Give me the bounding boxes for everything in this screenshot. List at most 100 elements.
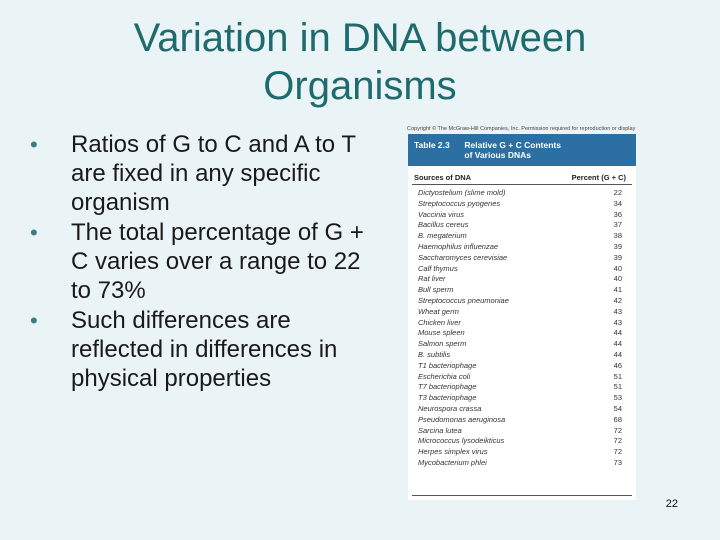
row-source: Chicken liver	[418, 317, 461, 327]
row-percent: 68	[613, 414, 622, 424]
row-source: Haemophilus influenzae	[418, 241, 499, 251]
slide-title-line-1: Variation in DNA between	[133, 16, 587, 60]
row-percent: 43	[613, 306, 622, 316]
row-percent: 39	[613, 252, 622, 262]
bullet-dot-icon: •	[30, 220, 38, 245]
row-source: Pseudomonas aeruginosa	[418, 414, 506, 424]
row-percent: 34	[613, 198, 622, 208]
table-row: B. megaterium 38	[418, 231, 626, 242]
row-source: T1 bacteriophage	[418, 360, 477, 370]
row-percent: 54	[613, 403, 622, 413]
row-source: B. subtilis	[418, 349, 451, 359]
row-percent: 72	[613, 425, 622, 435]
row-source: Dictyostelium (slime mold)	[418, 188, 506, 197]
table-row: Bacillus cereus 37	[418, 220, 626, 231]
bullet-item: • The total percentage of G + C varies o…	[26, 218, 366, 305]
row-percent: 73	[613, 457, 622, 467]
bullet-dot-icon: •	[30, 132, 38, 157]
table-row: Bull sperm 41	[418, 285, 626, 296]
table-row: Sarcina lutea 72	[418, 426, 626, 437]
row-source: Rat liver	[418, 274, 446, 284]
row-percent: 44	[613, 339, 622, 349]
table-column-headers: Sources of DNA Percent (G + C)	[412, 166, 632, 185]
row-source: Calf thymus	[418, 263, 458, 273]
table-number: Table 2.3	[414, 140, 450, 150]
table-row: Micrococcus lysodeikticus 72	[418, 436, 626, 447]
table-body: Dictyostelium (slime mold) 22 Streptococcu…	[408, 185, 636, 469]
table-row: T1 bacteriophage 46	[418, 361, 626, 372]
table-row: T3 bacteriophage 53	[418, 393, 626, 404]
table-row: Mouse spleen 44	[418, 328, 626, 339]
row-source: T7 bacteriophage	[418, 382, 477, 392]
row-source: Vaccinia virus	[418, 209, 464, 219]
table-title: Relative G + C Contents of Various DNAs	[464, 140, 561, 160]
row-source: Mouse spleen	[418, 328, 465, 338]
row-percent: 41	[613, 285, 622, 295]
table-row: Dictyostelium (slime mold) 22	[418, 188, 626, 199]
row-percent: 43	[613, 317, 622, 327]
row-percent: 46	[613, 360, 622, 370]
slide-title-line-2: Organisms	[263, 64, 457, 108]
table-header: Table 2.3 Relative G + C Contents of Var…	[408, 134, 636, 166]
row-percent: 53	[613, 393, 622, 403]
row-source: Escherichia coli	[418, 371, 471, 381]
slide-title: Variation in DNA between Organisms	[40, 14, 680, 110]
table-title-line-2: of Various DNAs	[464, 150, 531, 160]
bullet-text: Ratios of G to C and A to T are fixed in…	[71, 131, 356, 216]
row-source: T3 bacteriophage	[418, 393, 477, 403]
bullet-dot-icon: •	[30, 308, 38, 333]
row-percent: 51	[613, 382, 622, 392]
row-source: Wheat germ	[418, 306, 459, 316]
table-row: Escherichia coli 51	[418, 372, 626, 383]
row-source: Neurospora crassa	[418, 403, 482, 413]
row-percent: 39	[613, 241, 622, 251]
table-row: Chicken liver 43	[418, 318, 626, 329]
row-percent: 42	[613, 295, 622, 305]
table-row: Salmon sperm 44	[418, 339, 626, 350]
table-row: Neurospora crassa 54	[418, 404, 626, 415]
table-row: B. subtilis 44	[418, 350, 626, 361]
row-source: Bull sperm	[418, 285, 454, 295]
row-percent: 72	[613, 447, 622, 457]
row-source: Salmon sperm	[418, 339, 467, 349]
bullet-text: The total percentage of G + C varies ove…	[71, 219, 364, 304]
row-source: Sarcina lutea	[418, 425, 462, 435]
row-percent: 44	[613, 328, 622, 338]
table-row: Streptococcus pyogenes 34	[418, 199, 626, 210]
table-row: T7 bacteriophage 51	[418, 382, 626, 393]
row-source: Saccharomyces cerevisiae	[418, 252, 508, 262]
row-percent: 36	[613, 209, 622, 219]
bullet-item: • Ratios of G to C and A to T are fixed …	[26, 130, 366, 217]
row-percent: 22	[613, 188, 622, 197]
row-percent: 38	[613, 231, 622, 241]
table-row: Haemophilus influenzae 39	[418, 242, 626, 253]
table-row: Mycobacterium phlei 73	[418, 458, 626, 469]
table-row: Streptococcus pneumoniae 42	[418, 296, 626, 307]
table-row: Saccharomyces cerevisiae 39	[418, 253, 626, 264]
copyright-notice: Copyright © The McGraw-Hill Companies, I…	[407, 126, 636, 132]
row-percent: 44	[613, 349, 622, 359]
page-number: 22	[665, 498, 678, 510]
row-percent: 51	[613, 371, 622, 381]
row-source: Streptococcus pneumoniae	[418, 295, 509, 305]
row-source: Herpes simplex virus	[418, 447, 488, 457]
row-source: Mycobacterium phlei	[418, 457, 487, 467]
row-percent: 40	[613, 263, 622, 273]
row-source: B. megaterium	[418, 231, 467, 241]
row-source: Micrococcus lysodeikticus	[418, 436, 505, 446]
column-header-percent: Percent (G + C)	[571, 173, 626, 182]
bullet-item: • Such differences are reflected in diff…	[26, 306, 366, 393]
row-source: Streptococcus pyogenes	[418, 198, 501, 208]
table-row: Calf thymus 40	[418, 264, 626, 275]
table-row: Pseudomonas aeruginosa 68	[418, 415, 626, 426]
table-row: Vaccinia virus 36	[418, 210, 626, 221]
gc-content-table: Table 2.3 Relative G + C Contents of Var…	[408, 134, 636, 500]
table-title-line-1: Relative G + C Contents	[464, 140, 561, 150]
table-row: Wheat germ 43	[418, 307, 626, 318]
row-source: Bacillus cereus	[418, 220, 469, 230]
row-percent: 72	[613, 436, 622, 446]
row-percent: 40	[613, 274, 622, 284]
row-percent: 37	[613, 220, 622, 230]
bullet-text: Such differences are reflected in differ…	[71, 307, 338, 392]
bullet-list: • Ratios of G to C and A to T are fixed …	[26, 130, 366, 394]
